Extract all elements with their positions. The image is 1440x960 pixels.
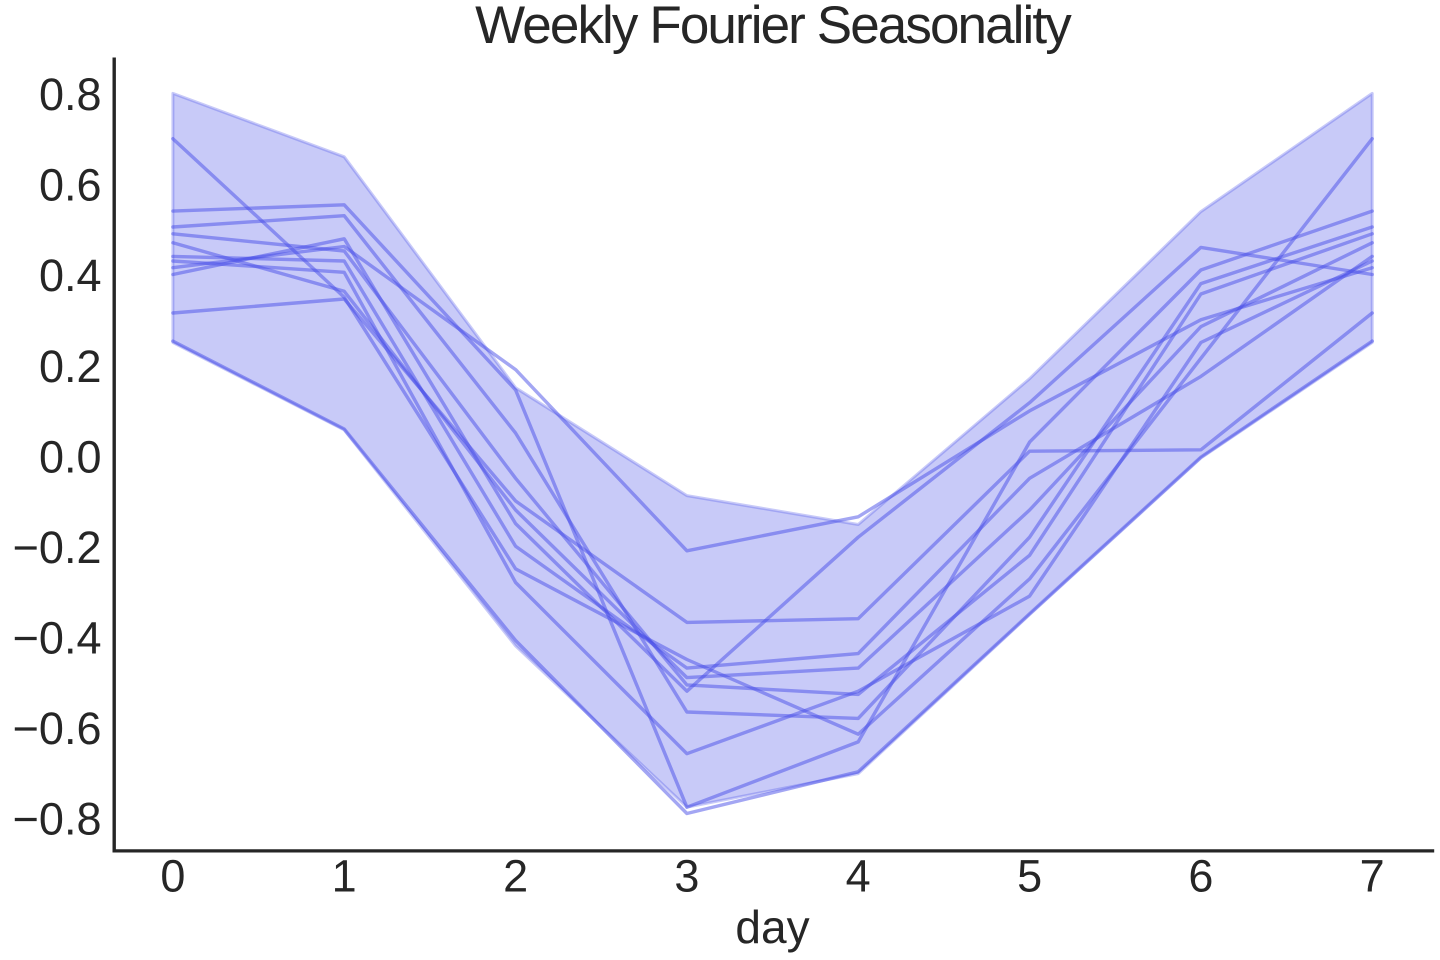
svg-text:3: 3 — [674, 851, 699, 902]
svg-text:0.8: 0.8 — [39, 69, 102, 120]
svg-text:−0.2: −0.2 — [13, 522, 102, 573]
svg-text:1: 1 — [332, 851, 357, 902]
svg-text:−0.6: −0.6 — [13, 703, 102, 754]
svg-text:0: 0 — [160, 851, 185, 902]
svg-text:5: 5 — [1017, 851, 1042, 902]
svg-text:Weekly Fourier Seasonality: Weekly Fourier Seasonality — [475, 0, 1072, 55]
svg-text:0.2: 0.2 — [39, 341, 102, 392]
svg-text:0.6: 0.6 — [39, 160, 102, 211]
svg-text:7: 7 — [1360, 851, 1385, 902]
svg-text:0.4: 0.4 — [39, 250, 102, 301]
svg-text:2: 2 — [503, 851, 528, 902]
svg-text:day: day — [735, 901, 809, 953]
svg-text:0.0: 0.0 — [39, 431, 102, 482]
svg-text:−0.8: −0.8 — [13, 794, 102, 845]
svg-text:4: 4 — [846, 851, 871, 902]
svg-text:−0.4: −0.4 — [13, 613, 102, 664]
svg-text:6: 6 — [1188, 851, 1213, 902]
